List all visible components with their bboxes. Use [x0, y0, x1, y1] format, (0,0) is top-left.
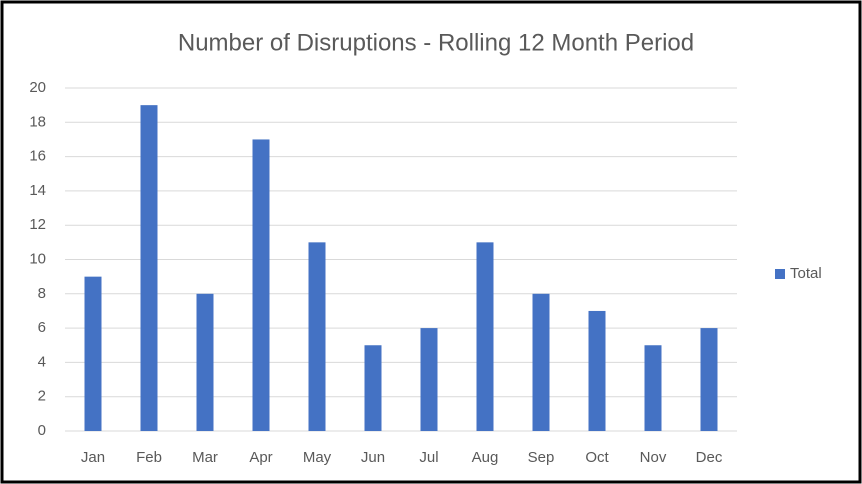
bar	[700, 328, 718, 431]
bar	[140, 105, 158, 432]
bar	[588, 310, 606, 431]
bar	[364, 345, 382, 431]
y-tick-label: 2	[38, 388, 46, 405]
x-tick-label: Jan	[81, 449, 105, 466]
bar	[196, 293, 214, 431]
bar	[84, 276, 102, 431]
y-tick-label: 12	[29, 216, 46, 233]
chart-title: Number of Disruptions - Rolling 12 Month…	[178, 29, 694, 56]
y-tick-label: 8	[38, 285, 46, 302]
legend-swatch	[775, 269, 785, 279]
bar	[476, 242, 494, 431]
x-tick-label: Jun	[361, 449, 385, 466]
y-tick-label: 14	[29, 182, 46, 199]
x-tick-label: Feb	[136, 449, 162, 466]
x-tick-label: Sep	[528, 449, 555, 466]
y-tick-label: 16	[29, 148, 46, 165]
y-tick-label: 4	[38, 353, 46, 370]
y-tick-label: 0	[38, 422, 46, 439]
bar	[252, 139, 270, 431]
x-tick-label: Jul	[419, 449, 438, 466]
x-tick-label: Oct	[585, 449, 609, 466]
y-tick-label: 6	[38, 319, 46, 336]
bar	[308, 242, 326, 431]
bar	[420, 328, 438, 431]
legend-label: Total	[790, 265, 822, 282]
x-tick-label: Aug	[472, 449, 499, 466]
y-tick-label: 20	[29, 79, 46, 96]
y-tick-label: 10	[29, 250, 46, 267]
x-tick-label: Nov	[640, 449, 667, 466]
bar	[532, 293, 550, 431]
x-tick-label: May	[303, 449, 332, 466]
x-tick-label: Mar	[192, 449, 218, 466]
bar	[644, 345, 662, 431]
y-tick-label: 18	[29, 113, 46, 130]
x-tick-label: Dec	[696, 449, 723, 466]
x-tick-label: Apr	[249, 449, 272, 466]
